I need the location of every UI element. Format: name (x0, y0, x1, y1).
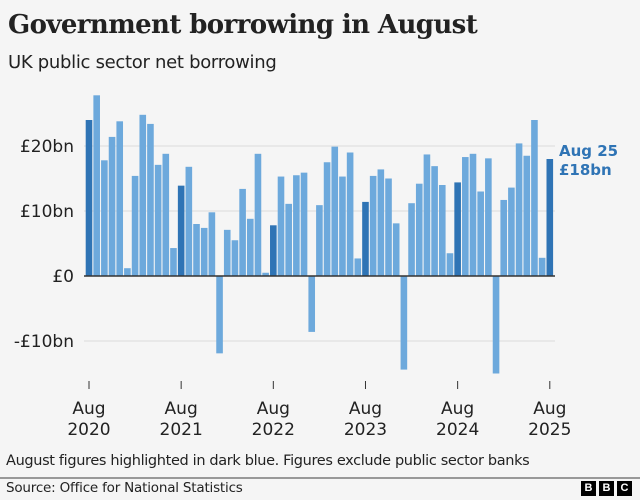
bar (308, 276, 316, 332)
bar (377, 169, 385, 276)
bar (216, 276, 223, 354)
bar (462, 157, 469, 276)
bar (208, 212, 216, 276)
x-tick-label-year: 2021 (160, 420, 203, 440)
bar-august (546, 159, 554, 276)
bar (385, 178, 392, 276)
bar (492, 276, 500, 374)
logo-letter: B (599, 481, 614, 496)
x-axis (84, 275, 555, 389)
annotation-value: £18bn (559, 161, 612, 179)
x-tick-label-month: Aug (349, 399, 382, 419)
bar (354, 258, 362, 276)
bar (392, 223, 400, 276)
bar (162, 153, 170, 276)
bar-august (85, 120, 93, 276)
chart-title: Government borrowing in August (8, 10, 478, 40)
bar (323, 162, 331, 276)
x-tick-label-month: Aug (257, 399, 290, 419)
x-tick-label-year: 2020 (67, 420, 110, 440)
bar (446, 253, 454, 276)
bar (469, 153, 477, 276)
bar (400, 276, 408, 370)
bar (139, 114, 147, 276)
chart-subtitle: UK public sector net borrowing (8, 52, 277, 73)
y-tick-label: £20bn (20, 137, 74, 157)
bar (415, 183, 423, 276)
x-tick-label-month: Aug (165, 399, 198, 419)
bar (408, 203, 415, 276)
bar (154, 164, 162, 276)
bar (423, 154, 431, 276)
x-tick-label-year: 2023 (344, 420, 387, 440)
y-tick-label: -£10bn (14, 332, 74, 352)
bar (316, 205, 323, 276)
x-tick-label-year: 2025 (528, 420, 571, 440)
x-tick-label-year: 2024 (436, 420, 479, 440)
bar (239, 188, 246, 276)
bar (531, 120, 538, 276)
logo-letter: B (581, 481, 596, 496)
x-axis-labels: Aug2020Aug2021Aug2022Aug2023Aug2024Aug20… (67, 399, 571, 440)
bar (369, 175, 377, 276)
bar (431, 166, 438, 276)
x-tick-label-month: Aug (533, 399, 566, 419)
bar (223, 229, 231, 276)
bar-august (177, 185, 185, 276)
bar (508, 187, 515, 276)
x-tick-label-month: Aug (72, 399, 105, 419)
annotation-period: Aug 25 (559, 142, 618, 160)
bbc-logo: B B C (581, 481, 632, 496)
y-tick-label: £0 (52, 267, 74, 287)
bar (438, 185, 446, 276)
bar (108, 136, 116, 276)
bar (331, 146, 339, 276)
bar (339, 176, 346, 276)
annotation: Aug 25£18bn (559, 142, 618, 179)
bar (538, 257, 546, 276)
bar (200, 227, 208, 276)
footer-divider (0, 477, 640, 479)
bar (170, 248, 177, 276)
bar (101, 160, 108, 276)
bar (185, 166, 193, 276)
x-tick-label-month: Aug (441, 399, 474, 419)
bar (93, 95, 100, 276)
bar (300, 172, 308, 276)
bar (262, 272, 269, 276)
bar (477, 191, 484, 276)
bar (523, 155, 531, 276)
bar (246, 218, 254, 276)
bar (500, 199, 508, 276)
y-tick-label: £10bn (20, 202, 74, 222)
bar (147, 123, 154, 277)
bars (85, 95, 554, 374)
bar (515, 143, 523, 276)
bar-august (454, 182, 461, 276)
bar (293, 175, 300, 276)
chart-note: August figures highlighted in dark blue.… (6, 453, 530, 469)
bar-august (270, 225, 277, 276)
bar-chart: -£10bn£0£10bn£20bn Aug2020Aug2021Aug2022… (14, 95, 618, 440)
bar (485, 158, 492, 276)
logo-letter: C (617, 481, 632, 496)
y-axis-labels: -£10bn £0 £10bn £20bn (14, 137, 74, 352)
bar (124, 268, 131, 276)
bar-august (362, 201, 369, 276)
bar (231, 240, 239, 276)
bar (254, 153, 262, 276)
source-text: Source: Office for National Statistics (6, 480, 243, 496)
bar (277, 176, 285, 276)
bar (116, 121, 124, 276)
bar (346, 152, 354, 276)
bar (285, 203, 292, 276)
x-tick-label-year: 2022 (252, 420, 295, 440)
bar (131, 175, 139, 276)
bar (193, 224, 200, 276)
